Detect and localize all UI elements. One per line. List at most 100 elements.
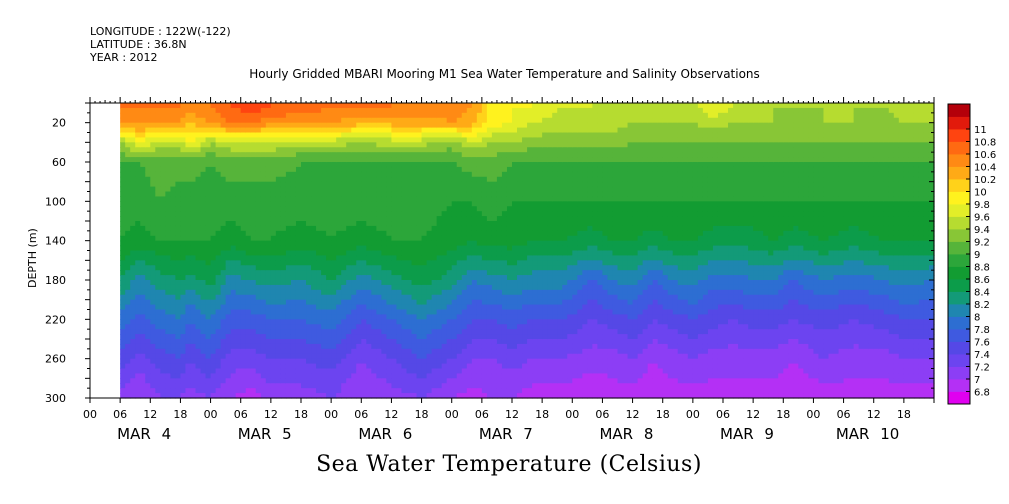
heatmap-cell xyxy=(265,339,272,345)
heatmap-cell xyxy=(280,162,287,168)
heatmap-cell xyxy=(326,294,332,301)
heatmap-cell xyxy=(421,353,428,360)
heatmap-cell xyxy=(406,122,413,129)
heatmap-cell xyxy=(301,393,307,399)
heatmap-cell xyxy=(416,186,423,193)
heatmap-cell xyxy=(120,137,126,143)
heatmap-cell xyxy=(316,245,322,252)
heatmap-cell xyxy=(481,157,488,163)
heatmap-cell xyxy=(361,181,367,188)
heatmap-cell xyxy=(125,304,131,311)
heatmap-cell xyxy=(301,289,307,296)
heatmap-cell xyxy=(190,270,197,276)
heatmap-cell xyxy=(346,265,352,271)
heatmap-cell xyxy=(280,221,287,227)
heatmap-cell xyxy=(517,107,523,114)
heatmap-cell xyxy=(501,339,508,345)
heatmap-cell xyxy=(205,388,212,394)
heatmap-cell xyxy=(165,368,171,375)
heatmap-cell xyxy=(376,299,382,306)
heatmap-cell xyxy=(240,250,247,257)
heatmap-cell xyxy=(371,127,377,134)
heatmap-cell xyxy=(130,162,136,168)
heatmap-cell xyxy=(301,255,307,261)
heatmap-cell xyxy=(501,186,508,193)
heatmap-cell xyxy=(506,112,513,119)
heatmap-cell xyxy=(150,132,156,139)
heatmap-cell xyxy=(391,299,398,306)
heatmap-cell xyxy=(491,275,498,281)
heatmap-cell xyxy=(527,211,533,217)
heatmap-cell xyxy=(396,358,403,365)
heatmap-cell xyxy=(416,304,423,311)
heatmap-cell xyxy=(471,294,478,301)
heatmap-cell xyxy=(512,334,518,340)
colorbar-title: Sea Water Temperature (Celsius) xyxy=(316,452,702,477)
heatmap-cell xyxy=(125,343,131,350)
heatmap-cell xyxy=(441,127,448,134)
heatmap-cell xyxy=(125,117,131,124)
heatmap-cell xyxy=(230,117,237,124)
heatmap-cell xyxy=(461,324,468,330)
heatmap-cell xyxy=(522,304,528,311)
heatmap-cell xyxy=(275,240,282,247)
heatmap-cell xyxy=(431,142,438,148)
heatmap-cell xyxy=(406,334,413,340)
heatmap-cell xyxy=(170,339,176,345)
heatmap-cell xyxy=(301,142,307,148)
heatmap-cell xyxy=(260,181,267,188)
heatmap-cell xyxy=(401,230,408,237)
heatmap-cell xyxy=(321,265,327,271)
heatmap-cell xyxy=(265,181,272,188)
heatmap-cell xyxy=(265,245,272,252)
heatmap-cell xyxy=(210,166,217,173)
heatmap-cell xyxy=(421,334,428,340)
heatmap-cell xyxy=(190,107,197,114)
heatmap-cell xyxy=(145,162,151,168)
heatmap-cell xyxy=(190,250,197,257)
heatmap-cell xyxy=(290,206,297,212)
heatmap-cell xyxy=(456,122,463,129)
heatmap-cell xyxy=(170,157,176,163)
heatmap-cell xyxy=(180,157,187,163)
heatmap-cell xyxy=(295,181,302,188)
heatmap-cell xyxy=(381,211,387,217)
heatmap-cell xyxy=(481,368,488,375)
heatmap-cell xyxy=(195,235,202,242)
heatmap-cell xyxy=(260,393,267,399)
heatmap-cell xyxy=(311,388,317,394)
heatmap-cell xyxy=(250,250,257,257)
heatmap-cell xyxy=(532,319,538,325)
heatmap-cell xyxy=(406,152,413,158)
heatmap-cell xyxy=(230,348,237,355)
heatmap-cell xyxy=(366,289,372,296)
heatmap-cell xyxy=(285,343,292,350)
heatmap-cell xyxy=(301,157,307,163)
heatmap-cell xyxy=(220,348,227,355)
heatmap-cell xyxy=(446,280,453,286)
heatmap-cell xyxy=(491,373,498,379)
heatmap-cell xyxy=(501,117,508,124)
heatmap-cell xyxy=(451,216,458,222)
heatmap-cell xyxy=(125,393,131,399)
heatmap-cell xyxy=(145,186,151,193)
heatmap-cell xyxy=(135,235,141,242)
heatmap-cell xyxy=(326,343,332,350)
heatmap-cell xyxy=(155,368,161,375)
heatmap-cell xyxy=(396,162,403,168)
heatmap-cell xyxy=(306,162,312,168)
heatmap-cell xyxy=(461,191,468,198)
heatmap-cell xyxy=(235,112,242,119)
heatmap-cell xyxy=(215,211,222,217)
heatmap-cell xyxy=(240,127,247,134)
heatmap-cell xyxy=(250,166,257,173)
heatmap-cell xyxy=(431,132,438,139)
heatmap-cell xyxy=(371,275,377,281)
heatmap-cell xyxy=(361,117,367,124)
heatmap-cell xyxy=(265,152,272,158)
heatmap-cell xyxy=(441,309,448,316)
heatmap-cell xyxy=(366,107,372,114)
heatmap-cell xyxy=(381,132,387,139)
heatmap-cell xyxy=(306,270,312,276)
heatmap-cell xyxy=(481,304,488,311)
